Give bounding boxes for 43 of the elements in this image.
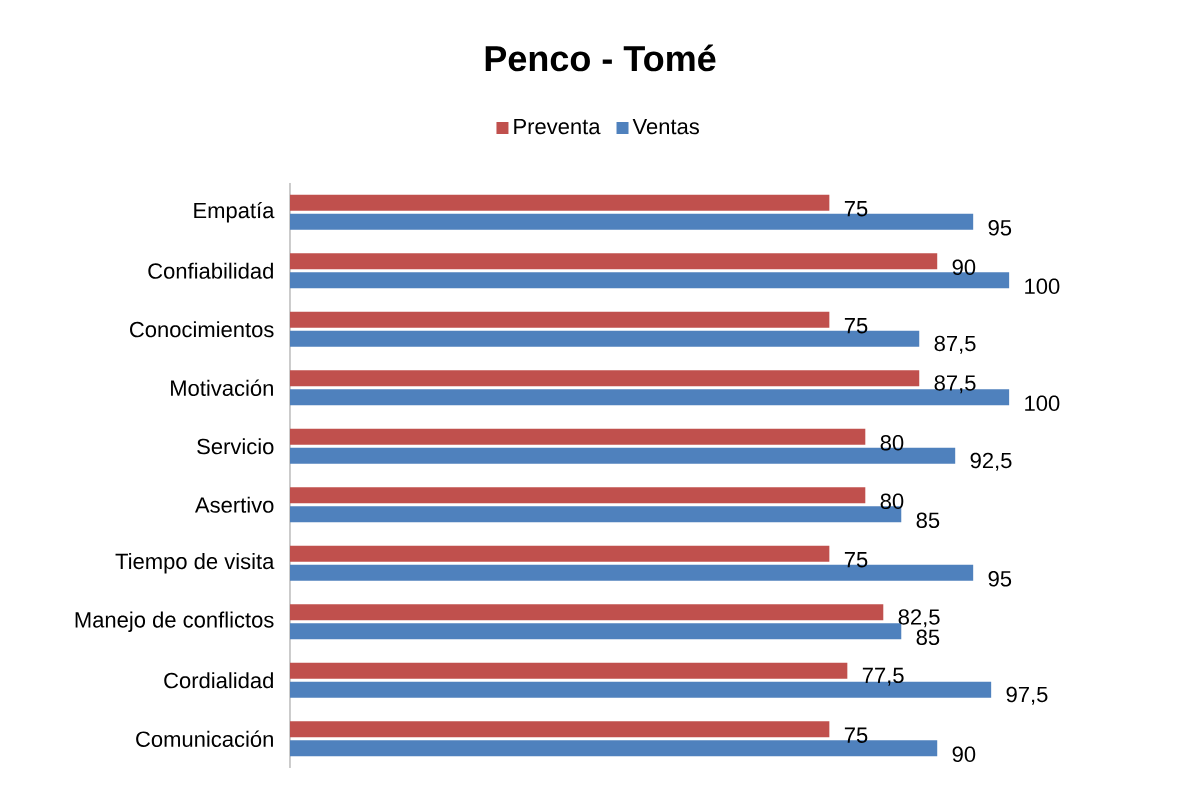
data-label: 87,5 (934, 335, 976, 354)
data-label: 100 (1025, 278, 1060, 295)
data-label: 75 (844, 552, 868, 568)
legend-label: Ventas (632, 118, 699, 135)
data-label: 75 (844, 727, 868, 743)
y-tick-label: Comunicación (136, 730, 273, 747)
data-label: 100 (1025, 395, 1060, 412)
data-label: 85 (916, 629, 940, 646)
bar (290, 370, 920, 387)
y-tick-label: Confiabilidad (148, 262, 273, 279)
data-label: 90 (952, 746, 976, 763)
bar (290, 487, 866, 504)
y-tick-label: Empatía (194, 201, 275, 223)
y-tick-label: Tiempo de visita (115, 553, 275, 574)
data-label: 95 (988, 570, 1012, 587)
data-label: 75 (844, 201, 868, 217)
data-label: 97,5 (1006, 686, 1048, 705)
y-tick-label: Cordialidad (164, 672, 273, 689)
legend-label: Preventa (514, 118, 601, 135)
bar (290, 545, 830, 562)
bar (290, 662, 848, 679)
data-label: 77,5 (862, 667, 904, 686)
data-label: 90 (952, 259, 976, 276)
bar (290, 428, 866, 445)
bar (290, 721, 830, 738)
bar (290, 253, 938, 270)
y-tick-label: Asertivo (194, 496, 274, 513)
y-tick-label: Servicio (197, 438, 274, 455)
data-label: 80 (880, 493, 904, 510)
y-tick-label: Motivación (171, 379, 273, 396)
data-label: 75 (844, 318, 868, 334)
bar (290, 311, 830, 328)
y-tick-label: Conocimientos (130, 321, 274, 338)
data-label: 95 (988, 219, 1012, 236)
data-label: 87,5 (934, 375, 976, 394)
data-label: 85 (916, 512, 940, 529)
data-label: 92,5 (970, 452, 1012, 471)
bar (290, 604, 884, 621)
y-tick-label: Manejo de conflictos (75, 611, 274, 632)
data-label: 80 (880, 434, 904, 451)
chart-title: Penco - Tomé (485, 44, 716, 72)
data-label: 82,5 (898, 609, 940, 628)
bar (290, 194, 830, 211)
